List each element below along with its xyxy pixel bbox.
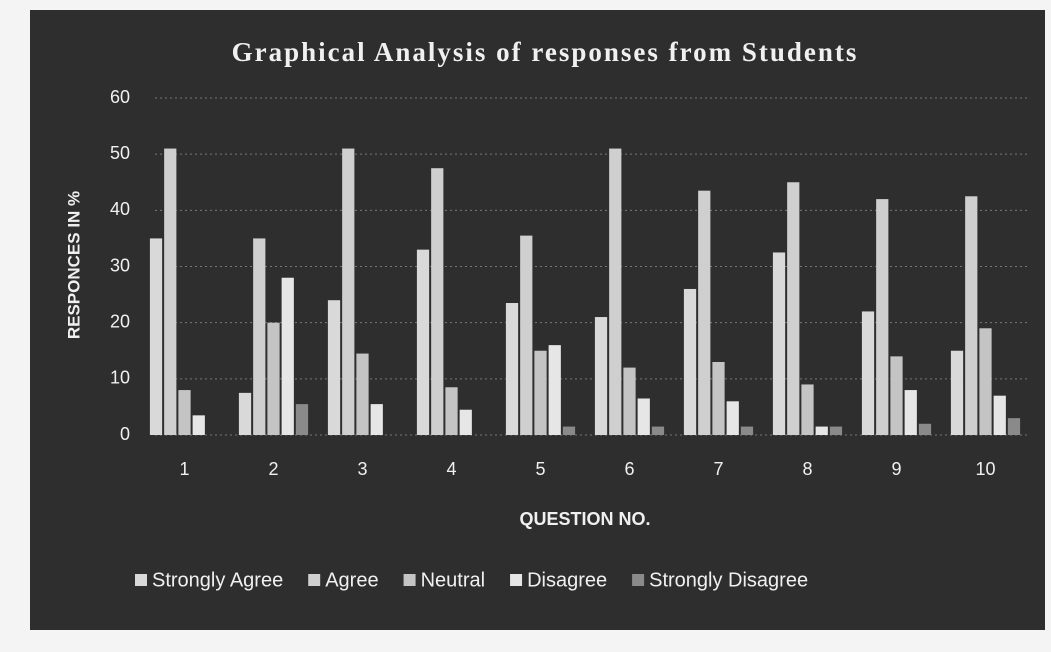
bar — [740, 426, 754, 435]
x-tick-label: 6 — [624, 459, 634, 479]
bar — [950, 350, 964, 435]
bar — [520, 235, 533, 435]
legend-label: Disagree — [527, 569, 607, 591]
x-axis-label: QUESTION NO. — [519, 509, 650, 529]
x-tick-label: 5 — [535, 459, 545, 479]
x-tick-label: 10 — [975, 459, 995, 479]
bar — [238, 392, 252, 435]
bar — [253, 238, 266, 435]
bar — [459, 409, 472, 435]
bar — [445, 387, 458, 435]
bar — [904, 390, 917, 435]
bar — [918, 423, 932, 435]
bar — [993, 395, 1006, 435]
bar — [370, 404, 383, 435]
bar — [342, 148, 355, 436]
bar — [772, 252, 786, 435]
bar — [787, 182, 800, 435]
chart-title: Graphical Analysis of responses from Stu… — [232, 37, 859, 67]
bar — [683, 288, 697, 435]
bar — [327, 300, 341, 435]
bar — [829, 426, 843, 435]
bar — [295, 404, 309, 435]
bar — [164, 148, 177, 436]
y-tick-label: 60 — [110, 87, 130, 107]
bar — [149, 238, 163, 435]
bar — [281, 277, 294, 435]
y-tick-label: 10 — [110, 368, 130, 388]
x-tick-label: 1 — [179, 459, 189, 479]
bar — [651, 426, 665, 435]
bar — [416, 249, 430, 435]
y-axis-label: RESPONCES IN % — [64, 191, 83, 339]
bar — [192, 415, 205, 435]
bar — [267, 322, 280, 435]
x-tick-label: 2 — [268, 459, 278, 479]
x-tick-label: 8 — [802, 459, 812, 479]
legend-label: Neutral — [421, 569, 485, 591]
bar — [505, 303, 519, 435]
bar — [712, 361, 725, 435]
y-tick-label: 0 — [120, 424, 130, 444]
y-tick-label: 30 — [110, 255, 130, 275]
bar — [562, 426, 576, 435]
bar — [801, 384, 814, 435]
legend-swatch — [632, 574, 645, 586]
legend-swatch — [308, 574, 321, 586]
bar — [637, 398, 650, 435]
x-tick-label: 9 — [891, 459, 901, 479]
bar — [876, 199, 889, 435]
bar — [890, 356, 903, 435]
legend-swatch — [135, 574, 147, 586]
chart-background — [30, 10, 1045, 630]
x-tick-label: 7 — [713, 459, 723, 479]
bar — [178, 390, 191, 435]
bar — [726, 401, 739, 435]
y-tick-label: 50 — [110, 143, 130, 163]
legend-swatch — [510, 574, 523, 586]
bar — [979, 328, 992, 435]
bar — [356, 353, 369, 435]
y-tick-label: 40 — [110, 199, 130, 219]
bar — [594, 317, 608, 435]
legend-label: Strongly Agree — [152, 569, 283, 591]
bar — [534, 350, 547, 435]
legend-swatch — [403, 574, 416, 586]
legend-label: Agree — [325, 569, 378, 591]
bar — [815, 426, 828, 435]
y-tick-label: 20 — [110, 311, 130, 331]
bar — [548, 345, 561, 435]
bar — [431, 168, 444, 436]
x-tick-label: 3 — [357, 459, 367, 479]
bar — [861, 311, 875, 435]
bar — [965, 196, 978, 435]
legend-label: Strongly Disagree — [649, 569, 808, 591]
bar — [609, 148, 622, 436]
bar — [1007, 418, 1021, 435]
x-tick-label: 4 — [446, 459, 456, 479]
bar — [623, 367, 636, 435]
bar — [698, 190, 711, 435]
